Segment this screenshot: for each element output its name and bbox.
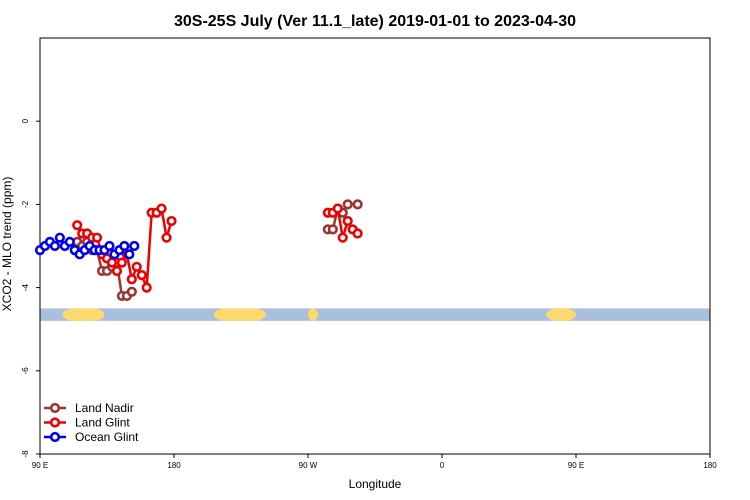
data-point <box>119 240 130 252</box>
series-land-glint <box>72 203 363 293</box>
data-point <box>64 236 75 247</box>
data-point <box>352 199 363 210</box>
land-band <box>546 308 576 321</box>
data-point <box>141 282 152 293</box>
data-point <box>131 261 142 272</box>
land-band <box>308 308 318 321</box>
legend-item: Land Nadir <box>44 401 134 415</box>
x-tick-label: 180 <box>167 461 181 470</box>
x-axis-title: Longitude <box>349 477 402 491</box>
data-point <box>342 215 353 227</box>
data-point <box>332 203 343 214</box>
y-axis: 0 -2 -4 -6 -8 <box>21 118 40 458</box>
data-point <box>91 232 103 243</box>
series-layer <box>34 199 363 302</box>
data-point <box>342 199 353 210</box>
x-tick-label: 90 W <box>299 461 318 470</box>
data-point <box>327 224 338 235</box>
legend-label: Ocean Glint <box>75 430 139 444</box>
x-tick-label: 180 <box>703 461 717 470</box>
data-point <box>166 215 177 227</box>
data-point <box>124 249 135 260</box>
data-point <box>54 232 65 243</box>
data-point <box>136 270 147 281</box>
land-band <box>62 308 105 321</box>
y-tick-label: -8 <box>21 450 30 458</box>
ocean-band <box>40 308 710 321</box>
data-point <box>337 232 348 243</box>
legend-label: Land Glint <box>75 416 130 430</box>
series-ocean-glint <box>34 232 140 260</box>
legend-marker <box>49 417 61 428</box>
land-band <box>213 308 266 321</box>
legend-item: Land Glint <box>44 416 130 430</box>
legend-marker <box>49 402 61 414</box>
data-point <box>126 286 137 297</box>
y-tick-label: 0 <box>21 118 30 123</box>
data-point <box>352 228 363 239</box>
y-tick-label: -6 <box>21 367 30 375</box>
plot-area <box>39 37 711 455</box>
y-tick-label: -2 <box>21 200 30 208</box>
legend-label: Land Nadir <box>75 401 134 415</box>
legend-item: Ocean Glint <box>44 430 139 444</box>
x-tick-label: 90 E <box>568 461 584 470</box>
data-point <box>116 257 127 268</box>
data-point <box>161 232 172 243</box>
x-axis: 90 E 180 90 W 0 90 E 180 <box>32 454 717 470</box>
chart-title: 30S-25S July (Ver 11.1_late) 2019-01-01 … <box>174 13 576 30</box>
data-point <box>156 203 167 214</box>
data-point <box>49 240 60 252</box>
y-tick-label: -4 <box>21 283 30 291</box>
legend-marker <box>49 431 61 443</box>
data-point <box>111 265 123 277</box>
plot-frame <box>39 37 711 455</box>
data-point <box>104 240 115 252</box>
x-tick-label: 0 <box>440 461 445 470</box>
x-tick-label: 90 E <box>32 461 48 470</box>
data-point <box>126 274 137 285</box>
data-point <box>129 240 140 252</box>
data-point <box>106 257 118 268</box>
data-point <box>72 220 83 231</box>
y-axis-title: XCO2 - MLO trend (ppm) <box>0 177 14 312</box>
